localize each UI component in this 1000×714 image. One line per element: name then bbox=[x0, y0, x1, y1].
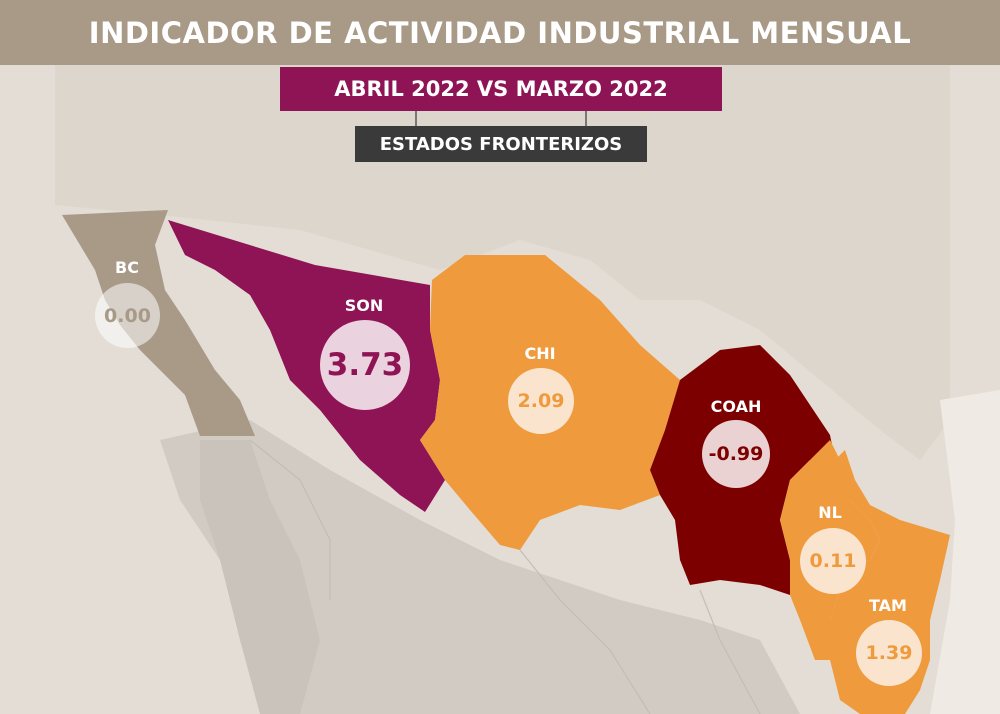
value-chi: 2.09 bbox=[508, 368, 574, 434]
value-bc: 0.00 bbox=[95, 283, 160, 348]
value-son: 3.73 bbox=[320, 320, 410, 410]
label-bc: BC bbox=[115, 258, 139, 277]
header-bar: INDICADOR DE ACTIVIDAD INDUSTRIAL MENSUA… bbox=[0, 0, 1000, 65]
connector-left bbox=[415, 111, 417, 126]
value-tam: 1.39 bbox=[856, 620, 922, 686]
region-tag: ESTADOS FRONTERIZOS bbox=[355, 126, 647, 162]
state-borders bbox=[249, 439, 761, 714]
label-chi: CHI bbox=[524, 344, 556, 363]
border-states-map bbox=[55, 65, 1000, 714]
usa-landmass bbox=[55, 65, 950, 460]
page-title: INDICADOR DE ACTIVIDAD INDUSTRIAL MENSUA… bbox=[88, 15, 912, 50]
state-son[interactable] bbox=[168, 220, 445, 512]
label-nl: NL bbox=[818, 503, 842, 522]
value-nl: 0.11 bbox=[800, 528, 866, 594]
period-subtitle: ABRIL 2022 VS MARZO 2022 bbox=[280, 67, 722, 111]
value-coah: -0.99 bbox=[702, 420, 770, 488]
label-coah: COAH bbox=[710, 397, 762, 416]
label-son: SON bbox=[344, 296, 384, 315]
connector-right bbox=[585, 111, 587, 126]
baja-sur-landmass bbox=[200, 440, 320, 714]
gulf-coast-landmass bbox=[930, 390, 1000, 714]
mexico-landmass bbox=[160, 420, 800, 714]
label-tam: TAM bbox=[869, 596, 907, 615]
